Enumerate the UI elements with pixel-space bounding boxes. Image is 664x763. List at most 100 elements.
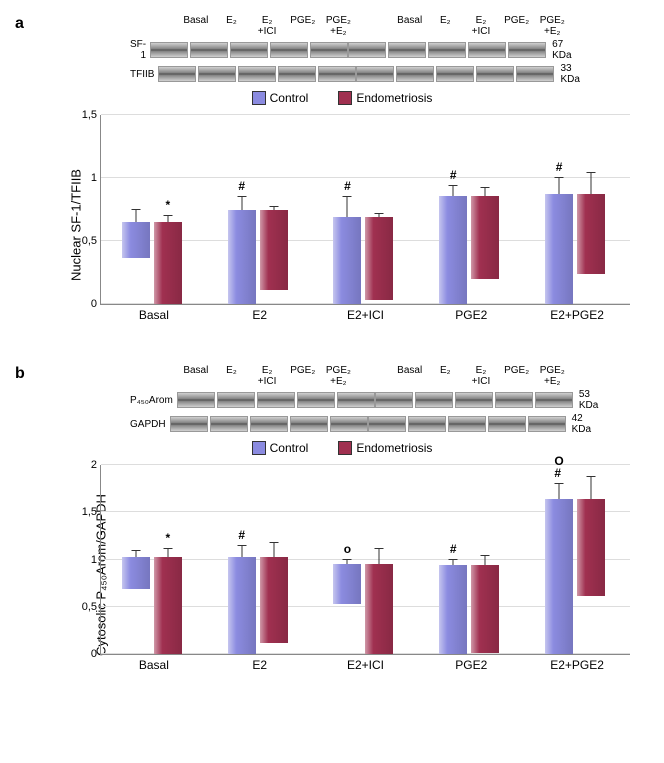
xtick-label: E2+PGE2: [550, 308, 604, 322]
blot-band: [158, 66, 196, 82]
chart-a-plot: 00,511,5*Basal#E2#E2+ICI#PGE2#E2+PGE2: [100, 115, 630, 305]
significance-marker: o: [344, 543, 351, 555]
gridline: [101, 114, 630, 115]
blot-condition-label: E₂: [427, 15, 463, 37]
bar-group: #: [328, 217, 398, 304]
error-bar: [241, 545, 242, 557]
blot-condition-label: E₂: [427, 365, 463, 387]
blot-band: [495, 392, 533, 408]
error-bar: [559, 483, 560, 499]
legend-control-swatch-b: [252, 441, 266, 455]
significance-marker: #: [450, 169, 457, 181]
blot-band: [436, 66, 474, 82]
blot-row: GAPDH42 KDa: [130, 413, 570, 435]
blot-band: [535, 392, 573, 408]
chart-b-plot: 00,511,52*Basal#E2oE2+ICI#PGE2O#E2+PGE2: [100, 465, 630, 655]
error-bar: [485, 555, 486, 565]
error-bar: [347, 196, 348, 216]
bar-control: #: [439, 565, 467, 654]
blot-band: [528, 416, 566, 432]
error-bar: [273, 206, 274, 210]
legend-control-label: Control: [270, 91, 309, 105]
bar-endometriosis: [260, 557, 288, 643]
chart-b: Cytosolic P₄₅₀Arom/GAPDH 00,511,52*Basal…: [70, 465, 630, 685]
legend-endometriosis: Endometriosis: [338, 91, 432, 105]
bar-group: #: [434, 196, 504, 304]
bar-endometriosis: [577, 194, 605, 274]
blot-row: SF-1 67 KDa: [130, 39, 570, 61]
blot-condition-label: PGE₂+E₂: [534, 15, 570, 37]
significance-marker: *: [166, 199, 171, 211]
blot-condition-label: PGE₂+E₂: [321, 15, 357, 37]
ytick-label: 0,5: [73, 601, 97, 613]
significance-marker: #: [238, 180, 245, 192]
blot-band: [468, 42, 506, 58]
blot-mw-label: 53 KDa: [579, 389, 598, 411]
blot-row: P₄₅₀Arom53 KDa: [130, 389, 570, 411]
gridline: [101, 177, 630, 178]
significance-marker: #: [450, 543, 457, 555]
legend-control-label-b: Control: [270, 441, 309, 455]
blot-band: [310, 42, 348, 58]
error-bar: [453, 559, 454, 565]
error-bar: [167, 548, 168, 558]
blot-condition-label: E₂+ICI: [249, 15, 285, 37]
blot-band: [238, 66, 276, 82]
blot-a: BasalE₂E₂+ICIPGE₂PGE₂+E₂BasalE₂E₂+ICIPGE…: [130, 15, 570, 85]
error-bar: [559, 177, 560, 193]
xtick-label: E2: [252, 658, 267, 672]
blot-band: [428, 42, 466, 58]
legend-endometriosis-b: Endometriosis: [338, 441, 432, 455]
blot-protein-name: P₄₅₀Arom: [130, 395, 177, 406]
bar-group: #: [540, 194, 610, 304]
xtick-label: PGE2: [455, 658, 487, 672]
bar-endometriosis: *: [154, 222, 182, 304]
blot-mw-label: 42 KDa: [572, 413, 591, 435]
ytick-label: 0: [73, 648, 97, 660]
error-bar: [135, 550, 136, 558]
error-bar: [241, 196, 242, 210]
error-bar: [591, 172, 592, 194]
ytick-label: 2: [73, 459, 97, 471]
blot-band: [375, 392, 413, 408]
error-bar: [273, 542, 274, 557]
bar-control: #: [228, 557, 256, 654]
gridline: [101, 464, 630, 465]
bar-control: O#: [545, 499, 573, 654]
bar-group: #: [223, 557, 293, 654]
bar-endometriosis: [471, 196, 499, 278]
blot-protein-name: SF-1: [130, 39, 150, 61]
bar-group: o: [328, 564, 398, 654]
blot-band: [516, 66, 554, 82]
error-bar: [135, 209, 136, 222]
xtick-label: E2: [252, 308, 267, 322]
blot-band: [337, 392, 375, 408]
blot-band: [448, 416, 486, 432]
blot-band: [217, 392, 255, 408]
xtick-label: PGE2: [455, 308, 487, 322]
blot-mw-label: 67 KDa: [552, 39, 571, 61]
blot-condition-label: E₂+ICI: [249, 365, 285, 387]
blot-condition-label: PGE₂+E₂: [321, 365, 357, 387]
bar-group: #: [223, 210, 293, 304]
error-bar: [379, 213, 380, 217]
bar-endometriosis: *: [154, 557, 182, 654]
blot-condition-label: Basal: [178, 365, 214, 387]
blot-band: [297, 392, 335, 408]
xtick-label: Basal: [139, 308, 169, 322]
blot-condition-label: PGE₂+E₂: [534, 365, 570, 387]
blot-band: [488, 416, 526, 432]
legend-control-swatch: [252, 91, 266, 105]
blot-condition-label: PGE₂: [499, 15, 535, 37]
chart-a-ylabel: Nuclear SF-1/TFIIB: [68, 169, 83, 281]
xtick-label: E2+ICI: [347, 658, 384, 672]
blot-condition-label: PGE₂: [285, 365, 321, 387]
blot-band: [356, 66, 394, 82]
panel-b: b BasalE₂E₂+ICIPGE₂PGE₂+E₂BasalE₂E₂+ICIP…: [10, 365, 664, 685]
ytick-label: 1: [73, 554, 97, 566]
blot-protein-name: GAPDH: [130, 419, 170, 430]
blot-band: [190, 42, 228, 58]
bar-endometriosis: [471, 565, 499, 653]
blot-band: [415, 392, 453, 408]
blot-mw-label: 33 KDa: [560, 63, 579, 85]
